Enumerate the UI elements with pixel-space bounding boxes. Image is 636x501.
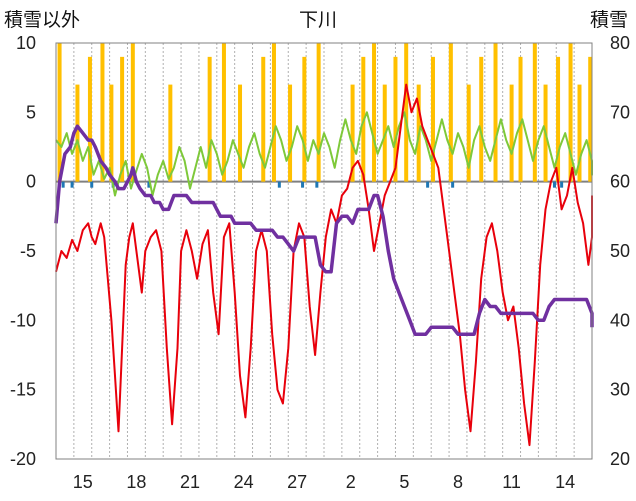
x-tick-label: 18 [126, 472, 146, 492]
right-tick-label: 50 [610, 241, 630, 261]
precipitation-bar [271, 43, 276, 182]
x-tick-label: 8 [453, 472, 463, 492]
precipitation-bar [404, 43, 409, 182]
precipitation-bar [393, 56, 398, 182]
precipitation-bar [120, 56, 125, 182]
left-tick-label: -20 [10, 449, 36, 469]
precipitation-bar [288, 84, 293, 182]
right-tick-label: 40 [610, 310, 630, 330]
precipitation-bar [532, 43, 537, 182]
series-line-積雪 [54, 124, 594, 336]
snowfall-bar [90, 181, 94, 188]
left-tick-label: -15 [10, 380, 36, 400]
precipitation-bar [372, 43, 377, 182]
snowfall-bar [560, 181, 564, 188]
snowfall-bar [552, 181, 556, 188]
plot-frame [55, 42, 593, 460]
precipitation-bar [57, 43, 62, 182]
snowfall-bar [315, 181, 319, 188]
precipitation-bar [350, 84, 355, 182]
left-tick-label: -10 [10, 310, 36, 330]
right-tick-label: 80 [610, 33, 630, 53]
x-tick-label: 2 [346, 472, 356, 492]
precipitation-bar [556, 56, 561, 182]
precipitation-bar [100, 43, 105, 182]
x-tick-label: 24 [234, 472, 254, 492]
precipitation-bar [509, 84, 514, 182]
precipitation-bar [207, 56, 212, 182]
snowfall-bar [147, 181, 151, 188]
x-tick-label: 14 [555, 472, 575, 492]
x-tick-label: 15 [73, 472, 93, 492]
right-tick-label: 30 [610, 380, 630, 400]
left-tick-label: -5 [20, 241, 36, 261]
precipitation-bar [221, 43, 226, 182]
precipitation-bar [130, 43, 135, 182]
left-tick-label: 10 [16, 33, 36, 53]
precipitation-bar [430, 56, 435, 182]
precipitation-bar [75, 84, 80, 182]
x-tick-label: 5 [399, 472, 409, 492]
x-tick-label: 11 [502, 472, 521, 492]
snowfall-bar [301, 181, 305, 188]
right-tick-label: 70 [610, 102, 630, 122]
x-tick-label: 21 [180, 472, 200, 492]
snowfall-bar [426, 181, 430, 188]
right-axis-label: 積雪 [590, 9, 628, 31]
left-tick-label: 5 [26, 102, 36, 122]
precipitation-bar [238, 84, 243, 182]
right-tick-label: 60 [610, 172, 630, 192]
snowfall-bar [70, 181, 74, 188]
precipitation-bar [568, 43, 573, 182]
precipitation-bar [109, 84, 114, 182]
precipitation-bar [87, 56, 92, 182]
precipitation-bar [493, 43, 498, 182]
series-line-気温 [55, 83, 593, 447]
precipitation-bar [448, 43, 453, 182]
precipitation-bar [302, 56, 307, 182]
precipitation-bar [316, 43, 321, 182]
left-tick-label: 0 [26, 172, 36, 192]
chart-title: 下川 [299, 10, 337, 31]
right-tick-label: 20 [610, 449, 630, 469]
precipitation-bar [518, 56, 523, 182]
precipitation-bar [466, 84, 471, 182]
precipitation-bar [261, 56, 266, 182]
snowfall-bar [61, 181, 65, 188]
precipitation-bar [479, 56, 484, 182]
precipitation-bar [588, 56, 593, 182]
snowfall-bar [277, 181, 281, 188]
axes [55, 42, 593, 460]
series-lines [54, 83, 594, 447]
precipitation-bar [168, 84, 173, 182]
left-axis-label: 積雪以外 [4, 9, 80, 31]
snowfall-bar [451, 181, 455, 188]
x-tick-label: 27 [287, 472, 307, 492]
series-line-風速 [55, 111, 593, 197]
precipitation-bar [577, 84, 582, 182]
